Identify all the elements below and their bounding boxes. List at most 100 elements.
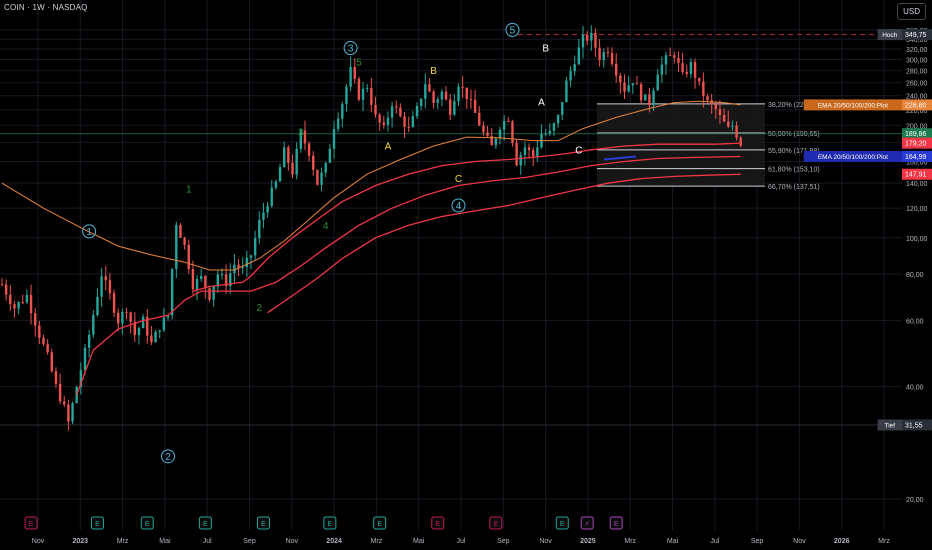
candle-body <box>590 32 593 41</box>
candle-body <box>594 32 597 48</box>
candle-body <box>100 276 103 297</box>
candle-body <box>370 88 373 105</box>
earnings-event-label: E <box>435 521 440 528</box>
candle-body <box>224 274 228 287</box>
candle-body <box>735 125 738 138</box>
wave-label: 2 <box>257 303 263 314</box>
candle-body <box>75 386 78 404</box>
fibonacci-retracement[interactable]: 38,20% (228,20) 50,00% (190,65) 55,90% (17… <box>597 102 820 191</box>
candle-body <box>204 275 207 289</box>
candle-body <box>556 114 560 124</box>
y-tick-label: 240,00 <box>906 94 928 101</box>
wave-circle-marker <box>343 41 358 56</box>
candle-body <box>403 116 406 127</box>
candle-body <box>660 64 664 75</box>
candle-body <box>536 147 539 157</box>
candle-body <box>573 64 576 72</box>
candle-body <box>353 66 356 79</box>
candle-body <box>208 288 211 300</box>
candle-body <box>258 219 261 239</box>
candle-body <box>17 302 20 309</box>
candle-body <box>183 237 186 245</box>
candle-body <box>216 274 220 287</box>
wave-circle-marker <box>451 198 466 213</box>
price-label-name: Tief <box>884 422 895 429</box>
fib-level-label: 50,00% (190,65) <box>768 131 820 138</box>
candle-body <box>21 302 24 304</box>
fib-level-label: 61,80% (153,10) <box>768 167 820 174</box>
candle-body <box>486 132 489 136</box>
candle-body <box>357 78 361 100</box>
candle-body <box>345 86 348 105</box>
candle-body <box>133 321 137 336</box>
wave-circle-marker <box>161 449 176 464</box>
candle-body <box>407 126 410 128</box>
candle-body <box>175 224 178 269</box>
candle-body <box>424 84 427 99</box>
candle-body <box>395 106 398 108</box>
price-label-tag <box>877 419 902 431</box>
candle-body <box>490 135 493 146</box>
wave-label: 2 <box>165 452 171 463</box>
candle-body <box>668 55 672 57</box>
earnings-event-label: E <box>145 521 150 528</box>
wave-annotations: 1 2 3 4 5 1 2 3 4 5 A B C B A C <box>82 22 582 464</box>
candle-body <box>303 130 307 144</box>
y-tick-label: 160,00 <box>906 159 928 166</box>
candle-body <box>581 34 585 48</box>
candle-body <box>129 312 132 322</box>
wave-label: C <box>455 174 462 185</box>
y-tick-label: 220,00 <box>906 108 928 115</box>
earnings-event-label: E <box>614 521 619 528</box>
candle-body <box>324 162 327 173</box>
earnings-event-marker <box>24 516 38 530</box>
price-label-tag <box>803 151 902 163</box>
price-label-badge <box>902 137 932 149</box>
y-tick-label: 320,00 <box>906 47 928 54</box>
x-tick-label: Sep <box>751 538 764 545</box>
y-tick-label: 260,00 <box>906 81 928 88</box>
wave-label: 4 <box>323 221 329 232</box>
candle-body <box>731 125 734 127</box>
ema-line <box>192 142 741 292</box>
candle-body <box>718 109 722 115</box>
candle-body <box>627 85 630 92</box>
candle-body <box>714 104 718 110</box>
earnings-event-label: E <box>377 521 382 528</box>
candle-body <box>727 121 730 127</box>
currency-button[interactable]: USD <box>897 3 926 20</box>
grid-lines <box>0 0 902 530</box>
candle-body <box>328 148 332 163</box>
horizontal-lines <box>0 34 902 426</box>
candle-body <box>312 155 315 170</box>
x-tick-label: Nov <box>539 538 552 545</box>
candle-body <box>71 403 74 422</box>
candle-body <box>436 99 439 103</box>
candle-body <box>681 62 684 73</box>
price-label-badge <box>902 99 932 111</box>
earnings-event-marker <box>431 516 445 530</box>
wave-label: 5 <box>510 25 516 36</box>
candle-body <box>693 62 697 78</box>
x-tick-label: Jul <box>457 538 466 545</box>
candle-body <box>702 81 705 97</box>
price-label-value: 31,55 <box>905 422 923 429</box>
candle-body <box>598 47 601 61</box>
candle-body <box>13 304 16 309</box>
candle-body <box>262 212 265 220</box>
wave-label: C <box>575 145 582 156</box>
price-label-badge <box>902 151 932 163</box>
x-tick-label: 2025 <box>580 538 596 545</box>
candle-body <box>38 325 41 338</box>
candle-body <box>569 71 572 81</box>
ema-line <box>267 173 741 314</box>
ema-line <box>76 155 741 396</box>
price-label-value: 179,20 <box>905 141 927 148</box>
fib-level-label: 66,70% (137,51) <box>768 184 820 191</box>
candle-body <box>154 331 157 343</box>
price-label-badge <box>902 128 932 140</box>
candle-body <box>274 181 278 188</box>
price-label-tag <box>803 99 902 111</box>
candle-body <box>50 352 54 372</box>
